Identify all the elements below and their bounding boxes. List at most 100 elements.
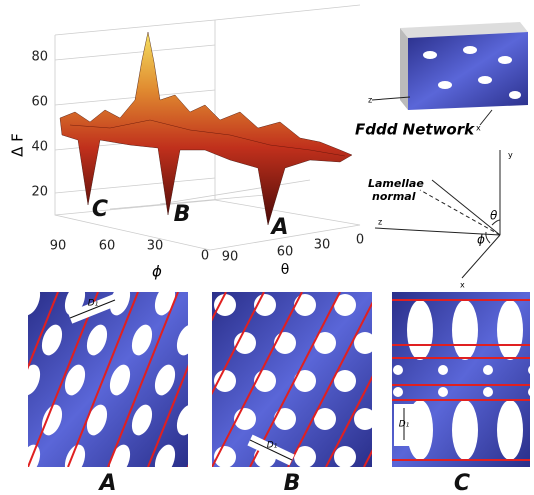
y-tick-label: 20: [31, 185, 48, 200]
pore: [28, 364, 41, 396]
y-tick-label: 60: [31, 95, 48, 110]
pore: [393, 387, 403, 397]
pore: [154, 444, 176, 467]
axis-label: y: [508, 151, 513, 160]
pore: [214, 294, 236, 316]
spacing-label: D₁: [399, 420, 410, 430]
pore: [294, 294, 316, 316]
pore: [176, 324, 188, 356]
minimum-label: B: [174, 202, 191, 227]
lamella-line: [212, 292, 265, 396]
theta-tick-label: 90: [222, 250, 239, 265]
pore: [131, 324, 153, 356]
normal-label: normal: [372, 190, 416, 203]
phi-tick-label: 90: [50, 239, 67, 254]
lamella-line: [107, 292, 179, 467]
spacing-label: D₁: [88, 299, 99, 309]
pore: [131, 404, 153, 436]
orientation-axes: [374, 150, 501, 279]
panel-labels: A D₁ B D₁ C D₁: [88, 299, 470, 495]
lamella-line: [325, 375, 372, 467]
pore: [41, 404, 63, 436]
panel-label: C: [454, 471, 470, 495]
pore: [109, 364, 131, 396]
theta-tick-label: 60: [277, 245, 294, 260]
lamella-line: [287, 301, 372, 467]
pore: [452, 400, 478, 460]
lamella-line: [28, 292, 59, 370]
pore: [109, 292, 131, 316]
pore: [109, 444, 131, 467]
pore: [176, 404, 188, 436]
pore: [86, 404, 108, 436]
pore: [294, 370, 316, 392]
energy-surface: [59, 31, 353, 226]
panel-label: B: [284, 471, 301, 495]
phi-tick-label: 60: [99, 239, 116, 254]
pore: [483, 387, 493, 397]
plot-box: [54, 4, 361, 251]
pore: [64, 364, 86, 396]
pore: [497, 300, 523, 360]
spacing-markers: [67, 294, 414, 466]
lamella-line: [67, 292, 139, 467]
pore: [334, 370, 356, 392]
lamella-line: [28, 292, 99, 467]
pore: [528, 388, 530, 396]
spacing-label: D₁: [267, 441, 278, 451]
pore: [452, 300, 478, 360]
angle-label: θ: [490, 209, 498, 223]
lamella-line: [212, 292, 303, 467]
pore: [354, 408, 372, 430]
pore: [214, 370, 236, 392]
pore: [64, 444, 86, 467]
axis-label: x: [476, 124, 481, 133]
lamella-line: [249, 292, 341, 467]
theta-axis-label: θ: [281, 262, 290, 278]
panel-c: [392, 292, 530, 467]
structure-title: Fddd Network: [355, 121, 475, 139]
pore: [86, 324, 108, 356]
phi-axis-label: ϕ: [152, 263, 162, 281]
pore: [438, 387, 448, 397]
angle-label: ϕ: [477, 233, 485, 247]
pore: [154, 364, 176, 396]
pore: [497, 400, 523, 460]
pore: [334, 446, 356, 467]
pore: [28, 292, 41, 316]
pore: [314, 408, 336, 430]
pore: [528, 366, 530, 374]
axis-label: x: [460, 281, 465, 290]
pore: [314, 332, 336, 354]
pore: [438, 365, 448, 375]
pore: [41, 324, 63, 356]
fddd-block: [371, 22, 528, 126]
phi-tick-label: 30: [147, 239, 164, 254]
y-tick-label: 80: [31, 50, 48, 65]
pore: [154, 292, 176, 316]
panel-b: [212, 292, 372, 467]
y-tick-label: 40: [31, 140, 48, 155]
pore: [483, 365, 493, 375]
axis-label: z: [378, 218, 382, 227]
pore: [274, 408, 296, 430]
pore: [407, 300, 433, 360]
pore: [393, 365, 403, 375]
theta-tick-label: 0: [356, 233, 364, 248]
lamella-line: [0, 292, 18, 467]
plot-labels: Δ F 20 40 60 80 90 60 30 0 90 60 30 0 ϕ θ C B A: [9, 50, 365, 281]
minimum-label: C: [92, 197, 108, 222]
pore: [334, 294, 356, 316]
pore: [294, 446, 316, 467]
pore: [354, 332, 372, 354]
phi-tick-label: 0: [201, 249, 209, 264]
normal-label: Lamellae: [368, 177, 424, 190]
panel-label: A: [97, 471, 116, 495]
pore: [274, 332, 296, 354]
y-axis-label: Δ F: [9, 133, 27, 157]
lamella-line: [147, 364, 188, 467]
panel-a: [0, 292, 188, 467]
theta-tick-label: 30: [314, 238, 331, 253]
axis-label: z: [368, 96, 372, 105]
